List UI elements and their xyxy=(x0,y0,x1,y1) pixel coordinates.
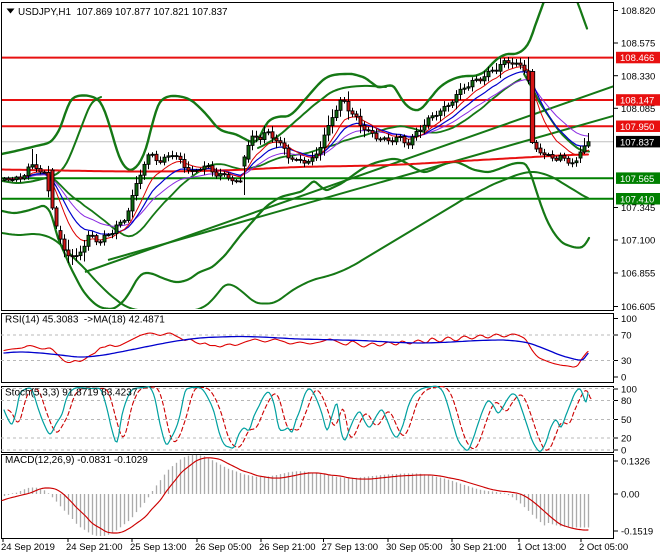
svg-text:107.565: 107.565 xyxy=(620,174,654,185)
svg-text:1 Oct 13:00: 1 Oct 13:00 xyxy=(517,542,566,553)
svg-text:107.345: 107.345 xyxy=(621,203,655,214)
svg-text:107.837: 107.837 xyxy=(620,137,654,148)
svg-text:24 Sep 2019: 24 Sep 2019 xyxy=(1,542,55,553)
svg-text:0: 0 xyxy=(621,446,626,457)
svg-text:USDJPY,H1 107.869 107.877 107: USDJPY,H1 107.869 107.877 107.821 107.83… xyxy=(18,7,228,18)
svg-text:0: 0 xyxy=(621,373,626,384)
svg-text:108.147: 108.147 xyxy=(620,96,654,107)
svg-text:107.950: 107.950 xyxy=(620,122,654,133)
svg-text:106.855: 106.855 xyxy=(621,269,655,280)
svg-text:50: 50 xyxy=(621,415,632,426)
svg-text:27 Sep 13:00: 27 Sep 13:00 xyxy=(322,542,379,553)
svg-text:24 Sep 21:00: 24 Sep 21:00 xyxy=(66,542,123,553)
svg-text:106.605: 106.605 xyxy=(621,302,655,313)
svg-text:MACD(12,26,9) -0.0831 -0.1029: MACD(12,26,9) -0.0831 -0.1029 xyxy=(5,455,148,466)
svg-text:108.085: 108.085 xyxy=(621,104,655,115)
svg-text:70: 70 xyxy=(621,331,632,342)
svg-text:108.820: 108.820 xyxy=(621,6,655,17)
svg-text:107.100: 107.100 xyxy=(621,236,655,247)
svg-text:26 Sep 05:00: 26 Sep 05:00 xyxy=(195,542,252,553)
svg-text:30 Sep 05:00: 30 Sep 05:00 xyxy=(386,542,443,553)
svg-text:100: 100 xyxy=(621,314,637,325)
svg-text:0.1326: 0.1326 xyxy=(621,457,650,468)
svg-text:108.330: 108.330 xyxy=(621,71,655,82)
svg-text:30 Sep 21:00: 30 Sep 21:00 xyxy=(450,542,507,553)
svg-text:2 Oct 05:00: 2 Oct 05:00 xyxy=(579,542,628,553)
svg-text:100: 100 xyxy=(621,385,637,396)
svg-text:Stoch(5,3,3) 91.8719 83.4237: Stoch(5,3,3) 91.8719 83.4237 xyxy=(5,388,138,399)
svg-text:26 Sep 21:00: 26 Sep 21:00 xyxy=(259,542,316,553)
svg-text:108.575: 108.575 xyxy=(621,39,655,50)
svg-text:30: 30 xyxy=(621,356,632,367)
svg-text:0.00: 0.00 xyxy=(621,490,640,501)
svg-text:20: 20 xyxy=(621,434,632,445)
svg-text:-0.1519: -0.1519 xyxy=(621,527,653,538)
svg-text:107.410: 107.410 xyxy=(620,194,654,205)
svg-text:RSI(14) 45.3083 ->MA(18) 42.4: RSI(14) 45.3083 ->MA(18) 42.4871 xyxy=(5,315,165,326)
svg-text:80: 80 xyxy=(621,396,632,407)
svg-text:25 Sep 13:00: 25 Sep 13:00 xyxy=(130,542,187,553)
svg-text:108.466: 108.466 xyxy=(620,53,654,64)
